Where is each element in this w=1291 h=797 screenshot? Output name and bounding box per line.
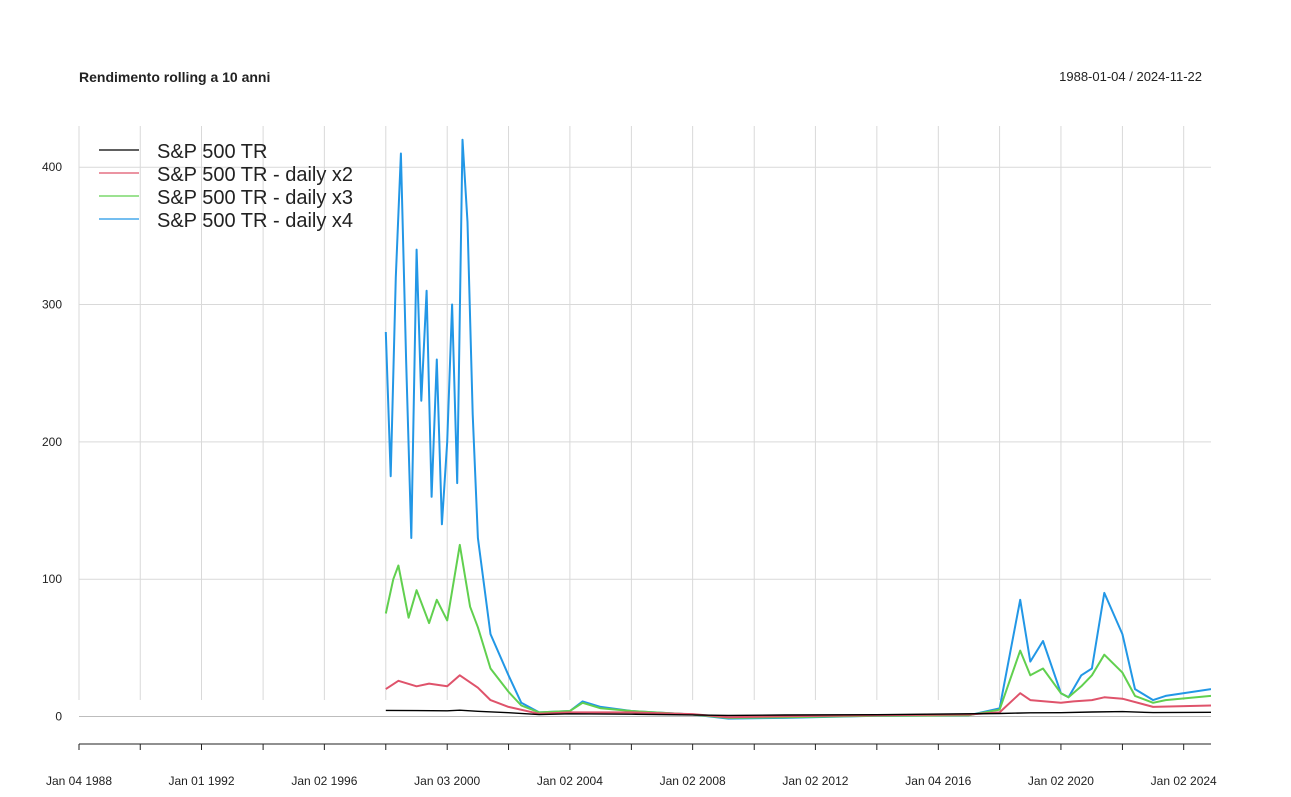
x-tick-label: Jan 04 2016 [905,774,971,788]
y-tick-label: 200 [42,435,62,449]
series-line-2 [384,543,1211,719]
x-tick-label: Jan 02 2020 [1028,774,1094,788]
chart-title: Rendimento rolling a 10 anni [79,69,271,85]
legend-label-1: S&P 500 TR - daily x2 [157,164,353,186]
y-tick-label: 100 [42,572,62,586]
grid [78,126,1211,718]
series-lines [384,138,1211,720]
x-tick-label: Jan 02 2004 [537,774,603,788]
legend-label-0: S&P 500 TR [157,141,267,163]
x-tick-label: Jan 02 2008 [660,774,726,788]
date-range: 1988-01-04 / 2024-11-22 [1059,69,1202,84]
x-tick-label: Jan 04 1988 [46,774,112,788]
x-tick-label: Jan 02 2012 [782,774,848,788]
x-tick-label: Jan 01 1992 [168,774,234,788]
x-tick-label: Jan 02 2024 [1151,774,1217,788]
x-axis: Jan 04 1988 Jan 01 1992 Jan 02 1996 Jan 03 … [46,743,1217,788]
series-line-0 [385,709,1211,717]
y-tick-label: 0 [55,710,62,724]
legend-label-2: S&P 500 TR - daily x3 [157,187,353,209]
y-tick-label: 300 [42,298,62,312]
x-tick-label: Jan 03 2000 [414,774,480,788]
y-axis: 0 100 200 300 400 [42,160,62,723]
series-line-3 [384,138,1211,720]
x-tick-label: Jan 02 1996 [291,774,357,788]
y-tick-label: 400 [42,160,62,174]
legend-label-3: S&P 500 TR - daily x4 [157,210,353,232]
legend: S&P 500 TRS&P 500 TR - daily x2S&P 500 T… [99,141,353,232]
